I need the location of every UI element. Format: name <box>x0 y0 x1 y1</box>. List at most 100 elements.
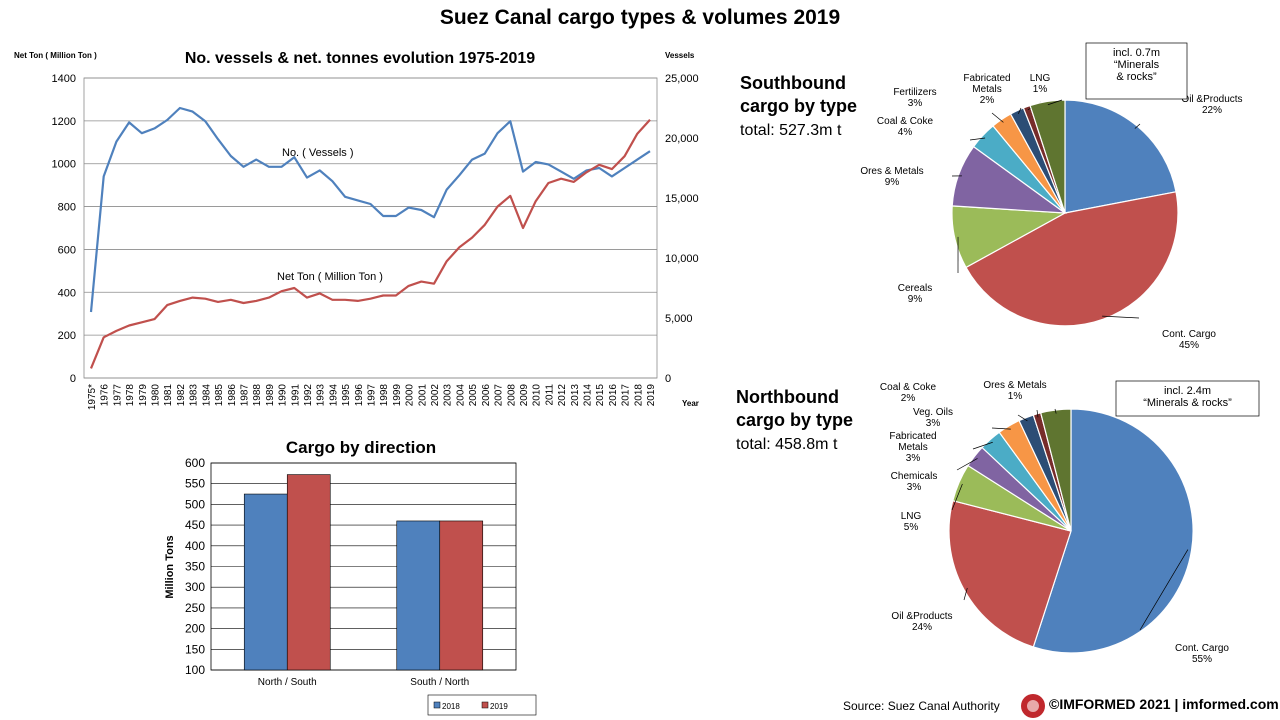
y-tick-left: 600 <box>58 244 76 256</box>
pie-slice-name: Metals <box>898 442 927 453</box>
pie-leader-line <box>1139 549 1189 631</box>
pie-note-box <box>1115 380 1260 417</box>
page-title: Suez Canal cargo types & volumes 2019 <box>439 6 841 29</box>
pie-slice-label: 45% <box>1179 340 1199 351</box>
x-tick-label: 2010 <box>532 384 543 407</box>
source-note: Source: Suez Canal Authority <box>843 699 1000 713</box>
series-line-1 <box>89 119 651 369</box>
x-tick-label: 1978 <box>125 384 136 407</box>
x-tick-label: 2006 <box>481 384 492 407</box>
pie-leader-line <box>963 587 968 601</box>
bar-y-tick: 450 <box>185 518 205 532</box>
x-tick-label: 2011 <box>544 384 555 406</box>
x-tick-label: 2016 <box>608 384 619 407</box>
pie-title-line: Northbound <box>736 387 839 407</box>
x-tick-label: 2018 <box>633 384 644 407</box>
x-tick-label: 1985 <box>214 384 225 407</box>
x-tick-label: 2009 <box>519 384 530 407</box>
pie-slice-label: 24% <box>912 622 932 633</box>
netton-annotation: Net Ton ( Million Ton ) <box>277 271 383 283</box>
x-tick-label: 1984 <box>201 384 212 407</box>
pie-slice-0 <box>1032 408 1194 654</box>
pie-slice-name: Fabricated <box>963 73 1010 84</box>
x-tick-label: 1989 <box>265 384 276 407</box>
pie-slice-8 <box>1039 408 1072 532</box>
pie-slice-label: 2% <box>980 95 995 106</box>
x-tick-label: 2017 <box>621 384 632 407</box>
y-tick-left: 200 <box>58 330 76 342</box>
x-tick-label: 1977 <box>112 384 123 407</box>
evolution-chart-title: No. vessels & net. tonnes evolution 1975… <box>185 50 535 67</box>
x-tick-label: 1993 <box>316 384 327 407</box>
x-tick-label: 1987 <box>239 384 250 407</box>
x-axis-label: Year <box>682 399 699 408</box>
bar-y-tick: 200 <box>185 622 205 636</box>
bar-2018-1 <box>396 520 441 671</box>
pie-slice-label: 3% <box>926 418 941 429</box>
pie-slice-name: Cont. Cargo <box>1175 643 1229 654</box>
pie-slice-name: Veg. Oils <box>913 407 953 418</box>
x-tick-label: 2015 <box>595 384 606 407</box>
pie-note-line: incl. 2.4m <box>1164 385 1211 397</box>
pie-slice-name: LNG <box>901 511 922 522</box>
y-tick-left: 1400 <box>52 73 76 85</box>
legend-label: 2019 <box>490 702 508 711</box>
bar-y-axis-label: Million Tons <box>164 535 176 598</box>
pie-slice-name: Fabricated <box>889 431 936 442</box>
pie-leader-line <box>1018 107 1022 114</box>
pie-slice-name: Cereals <box>898 283 932 294</box>
left-axis-label: Net Ton ( Million Ton ) <box>14 51 97 60</box>
pie-slice-label: 1% <box>1033 84 1048 95</box>
x-tick-label: 2019 <box>646 384 657 407</box>
pie-slice-label: 3% <box>908 98 923 109</box>
x-tick-label: 1986 <box>227 384 238 407</box>
x-tick-label: 2000 <box>405 384 416 407</box>
direction-chart-title: Cargo by direction <box>286 438 436 457</box>
y-tick-left: 1200 <box>52 116 76 128</box>
pie-slice-name: Metals <box>972 84 1001 95</box>
bar-y-tick: 100 <box>185 663 205 677</box>
bar-category-label: North / South <box>258 677 317 688</box>
pie-slice-1 <box>965 191 1179 327</box>
x-tick-label: 1997 <box>367 384 378 407</box>
x-tick-label: 1983 <box>189 384 200 407</box>
legend-swatch-2019 <box>481 701 489 709</box>
pie-leader-line <box>1047 99 1063 106</box>
pie-leader-line <box>1017 414 1028 422</box>
legend-swatch-2018 <box>433 701 441 709</box>
pie-slice-name: Chemicals <box>891 471 938 482</box>
pie-title-line: Southbound <box>740 73 846 93</box>
x-tick-label: 2012 <box>557 384 568 407</box>
pie-leader-line <box>1054 408 1057 414</box>
pie-leader-line <box>969 137 986 141</box>
x-tick-label: 1988 <box>252 384 263 407</box>
bar-2019-1 <box>439 520 484 671</box>
pie-slice-label: 9% <box>908 294 923 305</box>
pie-note-box <box>1085 42 1188 100</box>
pie-slice-label: 55% <box>1192 654 1212 665</box>
pie-slice-1 <box>948 499 1072 648</box>
x-tick-label: 2014 <box>582 384 593 407</box>
x-tick-label: 1980 <box>151 384 162 407</box>
x-tick-label: 2004 <box>455 384 466 407</box>
x-tick-label: 1975* <box>87 384 98 410</box>
bar-y-tick: 400 <box>185 539 205 553</box>
pie-total: total: 527.3m t <box>740 122 842 139</box>
bar-y-tick: 150 <box>185 642 205 656</box>
pie-slice-label: 2% <box>901 393 916 404</box>
x-tick-label: 1990 <box>278 384 289 407</box>
x-tick-label: 1994 <box>328 384 339 407</box>
pie-slice-name: Ores & Metals <box>983 380 1046 391</box>
x-tick-label: 1996 <box>354 384 365 407</box>
y-tick-right: 5,000 <box>665 313 693 325</box>
bar-2018-0 <box>243 493 288 671</box>
pie-leader-line <box>991 427 1011 430</box>
vessels-annotation: No. ( Vessels ) <box>282 147 354 159</box>
pie-leader-line <box>956 458 978 471</box>
pie-slice-name: Coal & Coke <box>877 116 934 127</box>
pie-slice-8 <box>1029 99 1066 214</box>
y-tick-left: 400 <box>58 287 76 299</box>
y-tick-left: 0 <box>70 373 76 385</box>
bar-y-tick: 500 <box>185 497 205 511</box>
y-tick-right: 15,000 <box>665 193 699 205</box>
